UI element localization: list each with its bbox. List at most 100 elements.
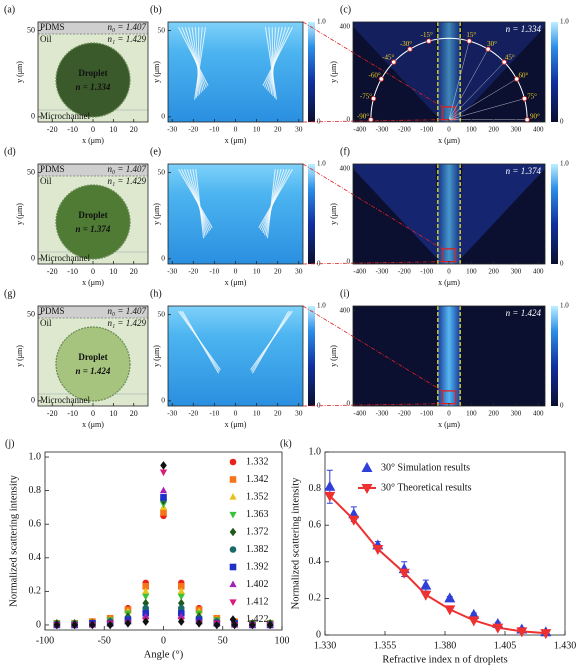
x-tick-label: 50 [218, 635, 228, 646]
x-tick-label: -10 [209, 409, 219, 418]
x-tick-label: 100 [466, 268, 477, 276]
droplet-n: n = 1.424 [76, 366, 111, 376]
y-tick-label: 0.8 [309, 483, 322, 494]
marker [89, 620, 96, 630]
colorbar [308, 306, 315, 406]
angle-label: -75° [360, 93, 372, 101]
angle-label: -45° [382, 54, 394, 62]
x-tick-label: -400 [353, 410, 366, 418]
x-tick-label: 1.355 [374, 640, 397, 651]
x-tick-label: 0 [91, 409, 95, 418]
fringe [195, 169, 205, 239]
marker [444, 592, 456, 603]
marker [229, 493, 237, 500]
x-tick-label: -20 [47, 267, 58, 276]
oil-label: Oil [40, 176, 52, 186]
marker [160, 494, 167, 501]
zoom-link [302, 21, 443, 108]
x-tick-label: 20 [274, 125, 282, 134]
x-tick-label: -10 [209, 125, 219, 134]
marker [266, 620, 274, 630]
x-tick-label: 0 [234, 125, 238, 134]
angle-point [407, 46, 413, 52]
x-tick-label: -400 [353, 126, 366, 134]
x-axis-label: x (μm) [438, 278, 460, 287]
marker [420, 579, 432, 590]
pdms [38, 164, 148, 176]
marker [324, 480, 336, 491]
fan [353, 22, 441, 120]
x-tick-label: -30 [167, 125, 177, 134]
marker [71, 620, 78, 630]
colorbar-label: 1.0 [560, 18, 569, 26]
x-tick-label: -30 [167, 267, 177, 276]
x-tick-label: 10 [253, 125, 261, 134]
near-field-map [168, 306, 303, 406]
x-tick-label: 1.380 [434, 640, 457, 651]
x-tick-label: -400 [353, 268, 366, 276]
y-axis-label: Normalized scattering intensity [290, 477, 301, 610]
marker [468, 616, 480, 627]
legend-label: 30° Theoretical results [381, 482, 472, 493]
fringe [184, 27, 206, 90]
panel-label: (d) [4, 146, 16, 157]
y-tick-label: 0 [347, 257, 351, 265]
marker [229, 599, 237, 606]
y-tick-label: 1.0 [309, 446, 322, 457]
y-tick-label: 0 [316, 629, 321, 640]
x-axis-label: x (μm) [82, 136, 104, 145]
line [329, 495, 546, 635]
x-axis-label: x (μm) [225, 420, 247, 429]
y-tick-label: 50 [158, 309, 166, 318]
x-tick-label: 400 [533, 268, 544, 276]
marker [372, 544, 384, 555]
fringe [189, 169, 207, 235]
legend-label: 1.412 [246, 596, 269, 607]
marker [106, 620, 114, 630]
marker [160, 509, 167, 516]
marker [53, 620, 61, 630]
droplet-label: Droplet [78, 352, 107, 362]
y-axis-label: y (μm) [152, 203, 161, 225]
y-tick-label: 0.4 [29, 552, 42, 563]
x-tick-label: 0 [447, 268, 451, 276]
colorbar [308, 164, 315, 264]
marker [177, 604, 185, 612]
angle-label: 45° [505, 54, 515, 62]
marker [361, 484, 373, 494]
y-axis-label: y (μm) [152, 61, 161, 83]
legend-label: 1.392 [246, 561, 269, 572]
marker [249, 620, 256, 630]
fringe [194, 27, 207, 100]
marker [229, 563, 237, 571]
x-tick-label: 20 [130, 267, 138, 276]
legend-label: 1.382 [246, 544, 269, 555]
droplet [55, 184, 131, 260]
angle-point [514, 76, 520, 82]
x-tick-label: 300 [511, 268, 522, 276]
fringe [269, 27, 280, 93]
n1-label: n₁ = 1.429 [108, 176, 147, 186]
y-axis-label: y (μm) [152, 345, 161, 367]
n1-label: n₁ = 1.429 [108, 318, 147, 328]
colorbar-label: 1.0 [317, 302, 326, 310]
panel-label: (k) [280, 438, 292, 449]
x-tick-label: 20 [130, 409, 138, 418]
x-tick-label: -10 [209, 267, 219, 276]
y-tick-label: 400 [340, 164, 351, 172]
legend-label: 30° Simulation results [381, 462, 470, 473]
pdms-label: PDMS [40, 22, 65, 32]
x-tick-label: 200 [488, 410, 499, 418]
angle-point [426, 38, 432, 44]
y-tick-label: 0.2 [29, 586, 42, 597]
channel-label: Microchannel [40, 253, 90, 263]
legend-label: 1.372 [246, 526, 269, 537]
legend-label: 1.363 [246, 509, 269, 520]
colorbar [551, 164, 558, 264]
x-tick-label: 0 [447, 410, 451, 418]
oil-label: Oil [40, 318, 52, 328]
angle-point [370, 96, 377, 102]
x-tick-label: 400 [533, 410, 544, 418]
y-tick-label: 50 [27, 25, 35, 34]
x-tick-label: 10 [109, 125, 117, 134]
